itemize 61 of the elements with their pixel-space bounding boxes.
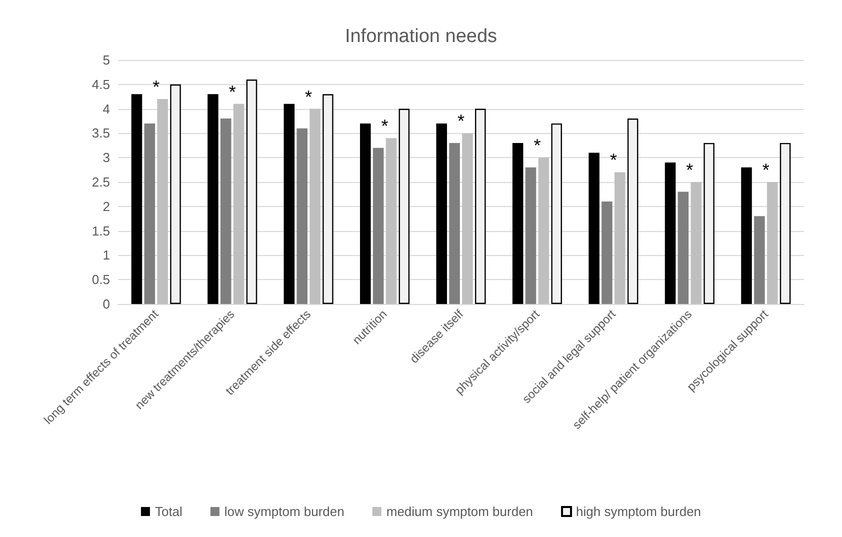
- bar: [602, 202, 612, 304]
- bar: [525, 167, 536, 304]
- bar: [144, 123, 156, 304]
- y-tick-label: 3.5: [92, 126, 110, 141]
- bar: [741, 167, 752, 304]
- bar: [284, 104, 295, 304]
- annotation: *: [152, 77, 160, 98]
- y-tick-label: 2.5: [92, 174, 110, 190]
- y-tick-label: 4.5: [92, 76, 110, 92]
- bar: [678, 192, 689, 304]
- y-tick-label: 1: [102, 248, 110, 263]
- bar: [664, 162, 676, 304]
- bar: [246, 80, 258, 304]
- bar: [754, 216, 765, 304]
- legend-label: medium symptom burden: [386, 504, 534, 519]
- bar: [296, 128, 308, 304]
- bar: [170, 84, 181, 304]
- bar: [220, 118, 232, 304]
- bar: [462, 133, 473, 304]
- bar: [310, 108, 320, 304]
- bar: [436, 123, 447, 304]
- annotation: *: [686, 160, 694, 180]
- bar: [538, 158, 550, 304]
- bar: [449, 142, 460, 304]
- bar: [690, 182, 702, 304]
- bar: [157, 99, 168, 304]
- annotation: *: [305, 86, 312, 107]
- annotation: *: [762, 160, 770, 180]
- y-tick-label: 1.5: [92, 223, 110, 238]
- y-tick-label: 0: [102, 296, 110, 312]
- annotation: *: [381, 116, 388, 136]
- legend-label: Total: [154, 504, 183, 519]
- bar: [704, 142, 714, 304]
- bar: [780, 142, 791, 304]
- y-tick-label: 5: [102, 52, 110, 68]
- bar: [131, 94, 142, 304]
- bar: [588, 152, 600, 304]
- y-tick-label: 2: [102, 198, 110, 214]
- bar: [614, 172, 626, 304]
- y-tick-label: 0.5: [92, 272, 110, 288]
- bar: [551, 123, 562, 304]
- bar: [233, 104, 244, 304]
- bar: [322, 94, 334, 304]
- annotation: *: [228, 82, 236, 102]
- bar: [360, 123, 371, 304]
- y-tick-label: 3: [102, 150, 110, 166]
- bar: [627, 118, 638, 304]
- bar: [398, 108, 410, 304]
- bar: [372, 148, 384, 304]
- legend-label: high symptom burden: [576, 504, 702, 519]
- annotation: *: [534, 136, 541, 156]
- annotation: *: [457, 111, 465, 132]
- bar: [512, 142, 524, 304]
- annotation: *: [610, 150, 617, 170]
- bar: [386, 138, 397, 304]
- bar: [766, 182, 778, 304]
- chart-title: Information needs: [344, 26, 498, 47]
- legend-label: low symptom burden: [224, 504, 344, 519]
- bar: [208, 94, 218, 304]
- bar: [475, 108, 486, 304]
- y-tick-label: 4: [102, 101, 110, 116]
